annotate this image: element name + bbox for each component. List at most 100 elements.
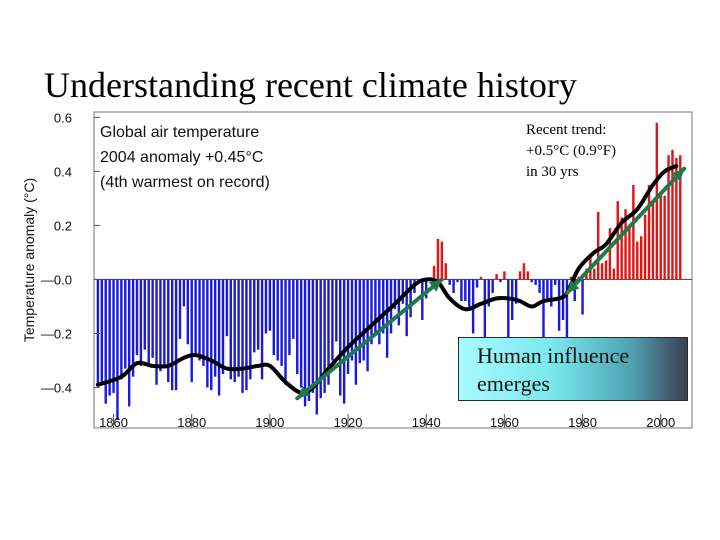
trend-arrow-2: [564, 166, 687, 295]
bar-1861: [116, 279, 119, 420]
bar-1923: [358, 279, 361, 364]
bar-1904: [284, 279, 287, 385]
bar-1996: [643, 214, 647, 280]
bar-1886: [213, 279, 217, 377]
bar-1914: [323, 279, 326, 393]
bar-2005: [679, 155, 682, 280]
bar-1896: [253, 279, 256, 353]
x-tick-label-0: 1860: [99, 415, 128, 430]
bar-1936: [409, 279, 412, 318]
bar-1971: [546, 279, 549, 299]
bar-1864: [127, 279, 131, 407]
bar-1998: [651, 201, 655, 280]
bar-1869: [147, 279, 150, 366]
y-tick-label-4: —0.2: [41, 326, 72, 341]
chart-title-line-1: Global air temperature: [100, 124, 259, 141]
bar-1965: [522, 263, 526, 280]
bar-1964: [518, 271, 522, 280]
human-influence-callout: Human influence emerges: [458, 337, 688, 401]
bar-1894: [245, 279, 248, 391]
bar-1890: [229, 279, 233, 380]
bar-1868: [143, 279, 147, 350]
bar-1873: [163, 279, 166, 366]
bar-1976: [565, 279, 569, 339]
bar-1877: [178, 279, 182, 339]
bar-1865: [131, 279, 135, 377]
bar-1863: [124, 279, 127, 369]
axes-group: 0.6 0.4 0.2 —0.0 —0.2 —0.4 1860 1880 1900 1920 194…: [41, 110, 675, 430]
bar-1969: [538, 279, 541, 293]
slide-title: Understanding recent climate history: [44, 65, 577, 105]
bar-1884: [206, 279, 209, 388]
bar-1943: [436, 238, 440, 280]
bar-1987: [608, 228, 612, 280]
bar-1960: [503, 271, 506, 280]
bar-1874: [167, 279, 170, 383]
bar-1924: [362, 279, 365, 361]
bar-1882: [198, 279, 201, 361]
chart-title-line-2: 2004 anomaly +0.45°C: [100, 149, 263, 166]
bar-1970: [542, 279, 545, 347]
bar-1885: [210, 279, 213, 391]
bar-1950: [464, 279, 467, 302]
bar-1984: [596, 211, 600, 280]
plot-frame: [93, 111, 693, 429]
recent-trend-annotation: Recent trend: +0.5°C (0.9°F) in 30 yrs: [526, 122, 617, 180]
bar-2000: [659, 193, 662, 280]
bar-1892: [237, 279, 240, 377]
bar-1994: [636, 241, 639, 280]
trend-arrow-head-end-2: [671, 168, 685, 182]
bars-group: [94, 122, 692, 420]
bar-1910: [307, 279, 311, 401]
bar-1958: [495, 274, 498, 280]
bar-1897: [256, 279, 260, 350]
bar-1993: [632, 184, 635, 280]
bar-1899: [264, 279, 268, 334]
bar-1999: [655, 122, 659, 280]
bar-1878: [182, 279, 186, 307]
x-tick-label-5: 1960: [490, 415, 519, 430]
trend-arrow-shaft-1: [295, 277, 444, 401]
bar-1966: [526, 271, 530, 280]
smoothed-temperature-line: [95, 164, 679, 396]
bar-1918: [339, 279, 342, 396]
bar-1986: [604, 260, 608, 280]
bar-1862: [120, 279, 123, 380]
bar-1903: [280, 279, 283, 366]
bar-1975: [561, 279, 565, 320]
bar-1961: [507, 279, 510, 345]
x-tick-label-1: 1880: [177, 415, 206, 430]
x-tick-label-3: 1920: [334, 415, 363, 430]
bar-1883: [202, 279, 205, 366]
bar-1900: [268, 279, 272, 331]
bar-1911: [311, 279, 315, 393]
trend-arrow-shaft-2: [564, 166, 687, 295]
bar-1934: [401, 279, 404, 304]
bar-1875: [170, 279, 174, 391]
bar-1956: [487, 279, 490, 307]
bar-1866: [135, 279, 139, 356]
x-tick-label-2: 1900: [255, 415, 284, 430]
trend-arrow-head-start-1: [297, 386, 311, 399]
bar-1909: [303, 279, 307, 407]
bar-1947: [452, 279, 455, 293]
bar-1888: [221, 279, 225, 374]
bar-1992: [628, 225, 631, 280]
bar-1991: [624, 209, 627, 280]
human-influence-text: Human influence emerges: [477, 343, 630, 396]
bar-1946: [448, 279, 451, 285]
bar-1957: [491, 279, 494, 293]
bar-1919: [342, 279, 346, 404]
bar-1893: [241, 279, 244, 393]
bar-1912: [315, 279, 318, 415]
bar-1930: [385, 279, 389, 358]
bar-2001: [663, 195, 666, 280]
bar-1954: [479, 276, 483, 280]
bar-1949: [460, 279, 463, 302]
bar-1872: [159, 279, 162, 372]
bar-1983: [593, 268, 596, 280]
bar-1901: [272, 279, 275, 356]
bar-1859: [108, 279, 111, 396]
